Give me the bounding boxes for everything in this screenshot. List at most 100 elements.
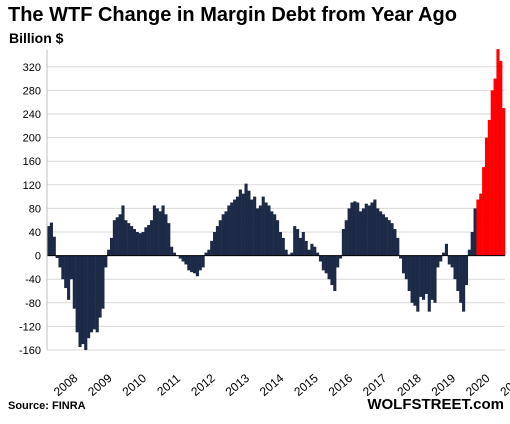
y-tick-label: 40 [29, 227, 41, 239]
bar [230, 202, 234, 256]
bar [482, 167, 486, 256]
bar [181, 255, 185, 262]
bar [270, 211, 274, 256]
bar [267, 205, 271, 256]
bar [330, 255, 334, 286]
bar [95, 255, 99, 333]
bar [353, 201, 357, 256]
bar [167, 223, 171, 256]
bar [321, 255, 325, 271]
bar [107, 249, 111, 256]
y-tick-label: 320 [23, 62, 41, 74]
bar [399, 255, 403, 259]
x-tick-label: 2014 [257, 371, 287, 399]
bar [284, 249, 288, 256]
bar [172, 252, 177, 256]
bar [210, 240, 214, 256]
bar [484, 137, 489, 256]
chart-title: The WTF Change in Margin Debt from Year … [8, 4, 457, 26]
bar [101, 255, 105, 309]
bar [327, 255, 331, 280]
bar [241, 193, 245, 256]
bar [462, 255, 466, 312]
bar [464, 255, 469, 286]
axes [46, 50, 505, 350]
bar [213, 232, 217, 256]
bar [218, 220, 222, 256]
bar [442, 252, 446, 256]
bar [55, 255, 59, 258]
bar [121, 205, 125, 256]
bar [401, 255, 406, 274]
bar [502, 108, 506, 256]
bar [307, 249, 311, 256]
bar [456, 255, 460, 291]
bar [238, 189, 242, 256]
bar [298, 237, 303, 256]
bar [281, 237, 285, 256]
bar [109, 237, 114, 256]
bar [479, 193, 483, 256]
bar [47, 226, 51, 256]
bar [215, 226, 219, 256]
bar [436, 255, 440, 268]
x-tick-label: 2019 [429, 371, 459, 399]
bar [407, 255, 411, 291]
bar [450, 255, 454, 268]
bar [333, 255, 337, 291]
bar [336, 255, 340, 268]
bar [52, 236, 56, 256]
brand-logo: WOLFSTREET.com [367, 396, 504, 413]
bar [364, 203, 368, 256]
bar [338, 255, 343, 259]
bar [361, 208, 365, 256]
bar [92, 255, 96, 330]
x-tick-label: 2010 [120, 371, 150, 399]
bar [316, 252, 320, 256]
bar [356, 202, 360, 256]
bar [499, 60, 503, 256]
bar [190, 255, 194, 273]
bar [370, 202, 374, 256]
bar [201, 255, 205, 268]
bar [413, 255, 417, 306]
bar [170, 246, 174, 256]
bar [264, 202, 268, 256]
bar [347, 208, 351, 256]
bar [273, 214, 277, 256]
x-tick-label: 2018 [394, 371, 424, 399]
bar [473, 208, 477, 256]
bar [75, 255, 79, 333]
bar [207, 249, 211, 256]
bar [476, 199, 480, 256]
bar [118, 214, 122, 256]
bar [247, 190, 251, 256]
bar [390, 223, 394, 256]
bar [430, 255, 434, 300]
bar [124, 220, 128, 256]
bar [293, 226, 297, 256]
bar [192, 255, 197, 274]
bar [204, 252, 208, 256]
bar [261, 196, 265, 256]
bar [258, 205, 262, 256]
bar [115, 217, 119, 256]
bar [424, 255, 428, 294]
bar [419, 255, 423, 297]
bar [138, 233, 142, 256]
bar [359, 211, 363, 256]
bar [78, 255, 82, 348]
x-tick-label: 2008 [51, 371, 81, 399]
bar [376, 208, 380, 256]
bar [396, 237, 400, 256]
bar [384, 217, 388, 256]
bar [112, 220, 116, 256]
x-tick-label: 2017 [360, 371, 390, 399]
x-tick-label: 2015 [291, 371, 321, 399]
x-tick-label: 2013 [223, 371, 253, 399]
bar [276, 220, 280, 256]
bar [195, 255, 199, 277]
bar [310, 243, 314, 256]
bar [221, 214, 225, 256]
bar [253, 196, 257, 256]
